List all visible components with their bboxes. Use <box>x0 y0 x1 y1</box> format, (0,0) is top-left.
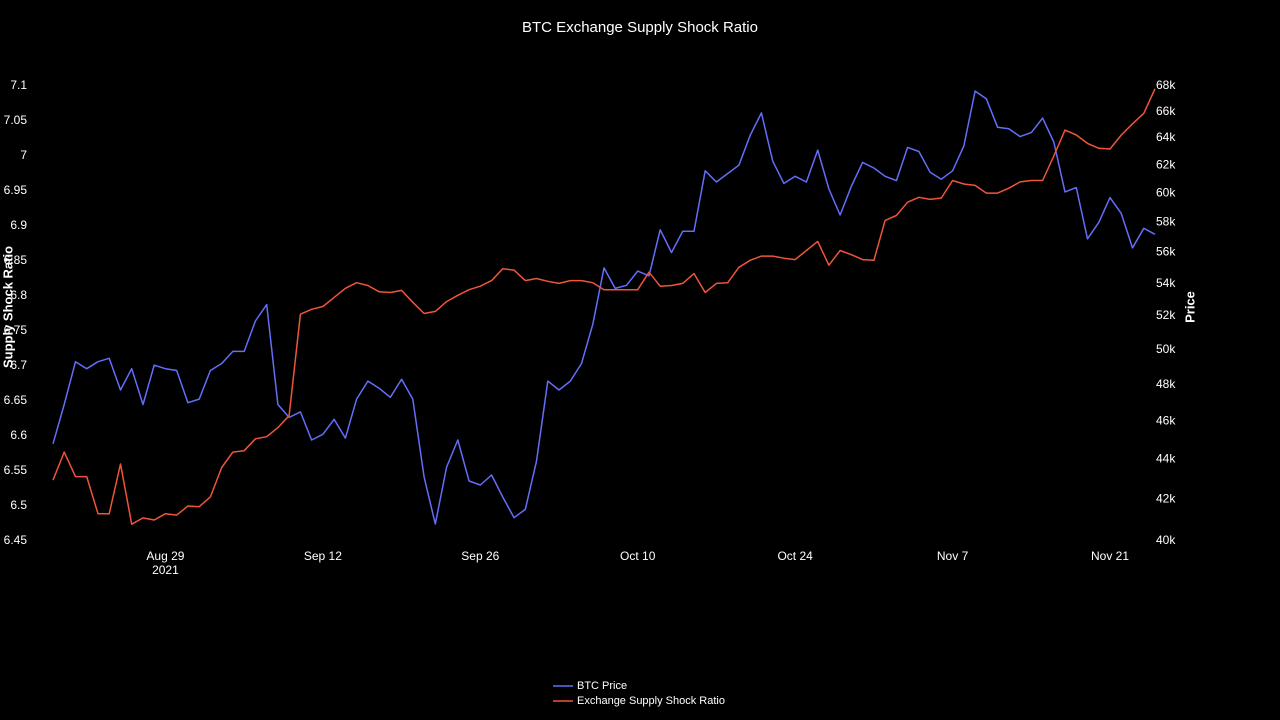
x-tick-label: Oct 10 <box>620 549 656 563</box>
y2-tick-label: 64k <box>1156 130 1176 144</box>
y-tick-label: 6.5 <box>10 498 27 512</box>
y2-tick-label: 52k <box>1156 308 1176 322</box>
y2-tick-label: 68k <box>1156 78 1176 92</box>
y2-tick-label: 56k <box>1156 245 1176 259</box>
y2-tick-label: 62k <box>1156 157 1176 171</box>
y-tick-label: 6.55 <box>4 463 28 477</box>
y-axis-title: Supply Shock Ratio <box>0 246 15 368</box>
y2-tick-label: 58k <box>1156 215 1176 229</box>
y-tick-label: 7.1 <box>10 78 27 92</box>
y-tick-label: 6.9 <box>10 218 27 232</box>
x-tick-label: Nov 7 <box>936 549 969 563</box>
y2-tick-label: 48k <box>1156 377 1176 391</box>
y2-tick-label: 66k <box>1156 104 1176 118</box>
legend-label: Exchange Supply Shock Ratio <box>577 695 725 707</box>
y-tick-label: 6.65 <box>4 393 28 407</box>
y2-tick-label: 60k <box>1156 185 1176 199</box>
legend-label: BTC Price <box>577 680 627 692</box>
y-tick-label: 6.6 <box>10 428 27 442</box>
y-tick-label: 6.85 <box>4 253 28 267</box>
x-tick-label: Sep 26 <box>461 549 500 563</box>
y2-tick-label: 40k <box>1156 533 1176 547</box>
y-tick-label: 6.7 <box>10 358 27 372</box>
series-line <box>52 90 1156 525</box>
y2-tick-label: 46k <box>1156 413 1176 427</box>
chart-title: BTC Exchange Supply Shock Ratio <box>522 19 758 36</box>
x-tick-label: Oct 24 <box>777 549 813 563</box>
x-tick-label: Nov 21 <box>1091 549 1130 563</box>
y-tick-label: 6.75 <box>4 323 28 337</box>
series-line <box>52 88 1156 525</box>
y-tick-label: 7 <box>20 148 27 162</box>
y2-tick-label: 54k <box>1156 276 1176 290</box>
x-tick-label: Sep 12 <box>303 549 342 563</box>
y-tick-label: 6.95 <box>4 183 28 197</box>
y2-axis-title: Price <box>1182 291 1197 323</box>
y-tick-label: 6.8 <box>10 288 27 302</box>
y2-tick-label: 44k <box>1156 451 1176 465</box>
y2-tick-label: 42k <box>1156 491 1176 505</box>
x-tick-label: Aug 29 2021 <box>146 549 185 577</box>
y-tick-label: 6.45 <box>4 533 28 547</box>
y-tick-label: 7.05 <box>4 113 28 127</box>
y2-tick-label: 50k <box>1156 342 1176 356</box>
